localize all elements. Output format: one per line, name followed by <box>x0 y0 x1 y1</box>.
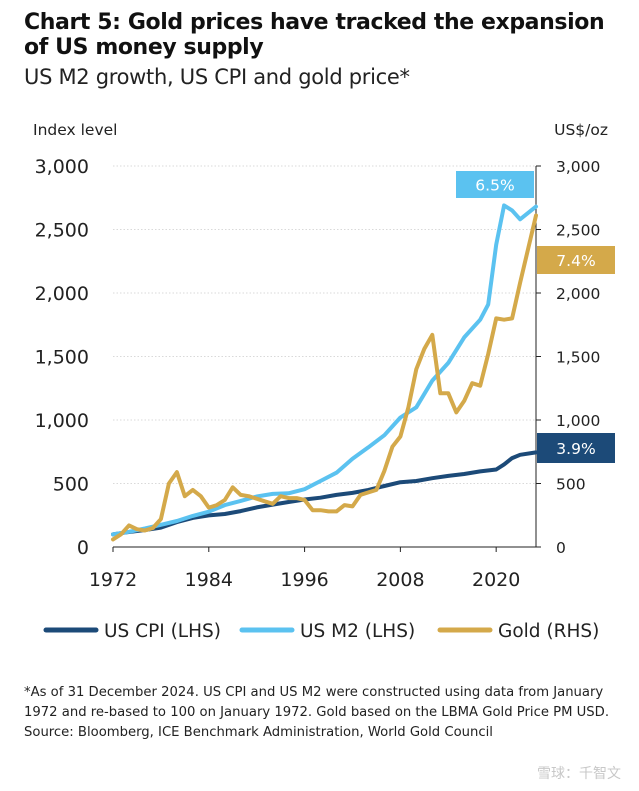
end-label: 6.5% <box>475 177 514 195</box>
legend-label: US CPI (LHS) <box>104 621 221 642</box>
line-chart: 0 500 1,000 1,500 2,000 2,500 3,000 0 500 1,000 1,… <box>33 121 615 642</box>
legend-label: Gold (RHS) <box>498 621 599 642</box>
series-line-1 <box>111 203 538 537</box>
end-label-box <box>456 171 534 198</box>
chart-subtitle: US M2 growth, US CPI and gold price* <box>24 65 410 89</box>
x-tick-label: 1996 <box>280 569 328 591</box>
watermark: 雪球：千智文 <box>537 766 621 782</box>
y-tick-label-right: 1,000 <box>556 412 600 430</box>
y-tick-label-left: 500 <box>53 474 89 496</box>
gridlines <box>113 165 536 484</box>
y-tick-label-left: 3,000 <box>35 156 89 178</box>
end-label: 7.4% <box>556 252 595 270</box>
axes: 0 500 1,000 1,500 2,000 2,500 3,000 0 500 1,000 1,… <box>33 121 608 591</box>
footnote: *As of 31 December 2024. US CPI and US M… <box>24 683 624 743</box>
x-tick-label: 2020 <box>472 569 520 591</box>
chart-title: Chart 5: Gold prices have tracked the ex… <box>24 10 605 60</box>
y-tick-label-left: 2,500 <box>35 220 89 242</box>
y-tick-label-right: 3,000 <box>556 158 600 176</box>
legend-label: US M2 (LHS) <box>300 621 415 642</box>
y-axis-title-left: Index level <box>33 121 117 139</box>
end-label-box <box>537 433 615 463</box>
legend: US CPI (LHS) US M2 (LHS) Gold (RHS) <box>43 621 599 642</box>
y-tick-label-left: 2,000 <box>35 283 89 305</box>
end-label: 3.9% <box>556 440 595 458</box>
y-tick-label-right: 0 <box>556 539 566 557</box>
series-line-2 <box>111 213 538 542</box>
x-tick-label: 2008 <box>376 569 424 591</box>
y-tick-label-left: 1,000 <box>35 410 89 432</box>
x-tick-label: 1972 <box>89 569 137 591</box>
x-tick-label: 1984 <box>185 569 233 591</box>
y-tick-label-right: 1,500 <box>556 349 600 367</box>
y-tick-label-left: 1,500 <box>35 347 89 369</box>
footnote-source: Source: Bloomberg, ICE Benchmark Adminis… <box>24 725 493 740</box>
series-lines <box>111 203 538 542</box>
y-tick-label-right: 2,000 <box>556 285 600 303</box>
end-label-box <box>537 246 615 274</box>
y-tick-label-right: 2,500 <box>556 222 600 240</box>
y-tick-label-right: 500 <box>556 476 586 494</box>
y-axis-title-right: US$/oz <box>554 121 608 139</box>
y-tick-label-left: 0 <box>77 537 89 559</box>
footnote-note: *As of 31 December 2024. US CPI and US M… <box>24 685 610 720</box>
end-value-tags: 3.9% 6.5% 7.4% <box>456 171 615 463</box>
